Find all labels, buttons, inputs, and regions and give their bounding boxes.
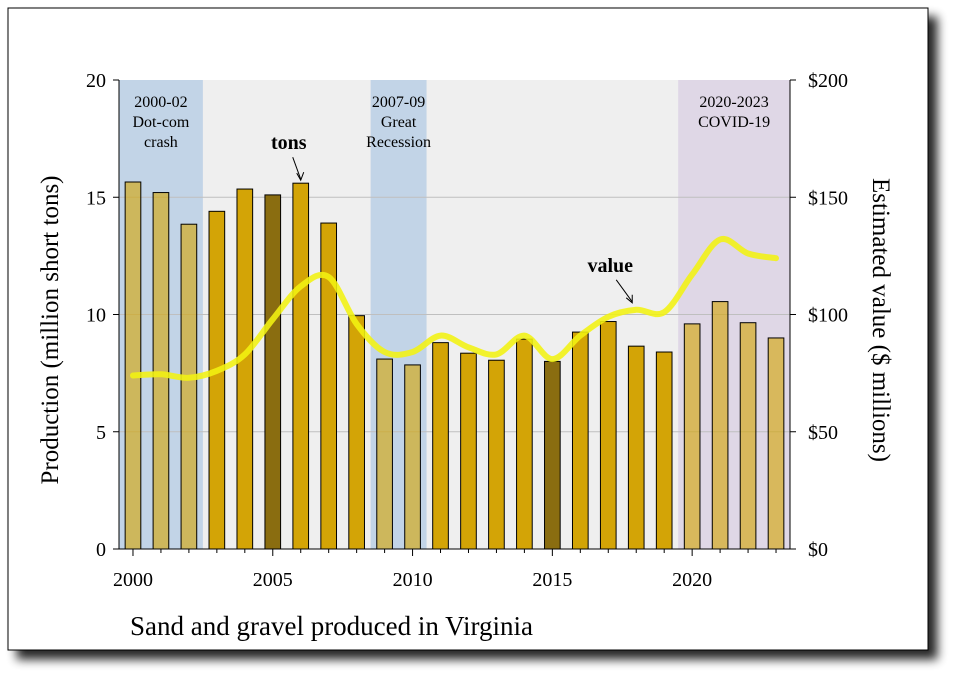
bar-2002 <box>180 223 198 550</box>
x-tick-label: 2020 <box>672 569 712 591</box>
bar-2008 <box>348 315 365 550</box>
bar-2016 <box>571 331 589 550</box>
bar-2009 <box>376 358 393 550</box>
bar-2023 <box>767 337 785 550</box>
bar-2001 <box>152 192 170 550</box>
bar-2022 <box>739 322 757 550</box>
x-tick-label: 2000 <box>113 569 153 591</box>
value-annotation: value <box>587 255 633 277</box>
y2-axis-label: Estimated value ($ millions) <box>867 178 894 462</box>
bar-2003 <box>208 210 226 550</box>
bar-2013 <box>488 359 505 550</box>
chart-title: Sand and gravel produced in Virginia <box>130 611 533 641</box>
bar-2020 <box>683 323 701 550</box>
bar-2000 <box>124 181 142 550</box>
y-tick-label: 5 <box>96 422 106 444</box>
bar-2017 <box>599 321 617 550</box>
y2-tick-label: $50 <box>808 422 838 444</box>
y2-tick-label: $150 <box>808 187 848 209</box>
bar-2012 <box>460 352 477 550</box>
bar-2019 <box>655 351 673 550</box>
x-tick-label: 2010 <box>393 569 433 591</box>
value-annotation-arrow <box>615 279 633 303</box>
shaded-period-label-2: 2007-09 Great Recession <box>366 94 431 151</box>
value-annotation-arrowhead <box>625 294 633 304</box>
y-tick-label: 10 <box>86 305 106 327</box>
y2-tick-label: $100 <box>808 305 848 327</box>
shaded-period-label-1: 2000-02 Dot-com crash <box>133 94 190 151</box>
y2-tick-label: $0 <box>808 539 828 561</box>
value-line <box>130 235 779 381</box>
y-axis-label: Production (million short tons) <box>37 175 64 484</box>
y-tick-label: 20 <box>86 70 106 92</box>
x-tick-label: 2015 <box>532 569 572 591</box>
bar-2006 <box>292 182 310 550</box>
x-tick-label: 2005 <box>253 569 293 591</box>
bar-2018 <box>627 345 645 550</box>
bar-2021 <box>711 301 729 550</box>
plot-area: 0 5 10 15 20 $0 $50 $100 $150 $200 2000 2005 2010 201… <box>86 70 848 591</box>
y-tick-label: 0 <box>96 539 106 561</box>
tons-annotation-arrow <box>292 157 302 180</box>
y2-tick-label: $200 <box>808 70 848 92</box>
tons-annotation-arrowhead <box>296 172 305 182</box>
bar-2004 <box>236 188 254 550</box>
y-tick-label: 15 <box>86 187 106 209</box>
bar-2005 <box>264 194 282 550</box>
bar-2014 <box>516 338 533 550</box>
bar-2015 <box>544 360 561 550</box>
shaded-period-label-3: 2020-2023 COVID-19 <box>698 94 770 131</box>
bar-2011 <box>432 342 449 550</box>
bar-2010 <box>404 364 421 550</box>
tons-annotation: tons <box>271 132 307 154</box>
